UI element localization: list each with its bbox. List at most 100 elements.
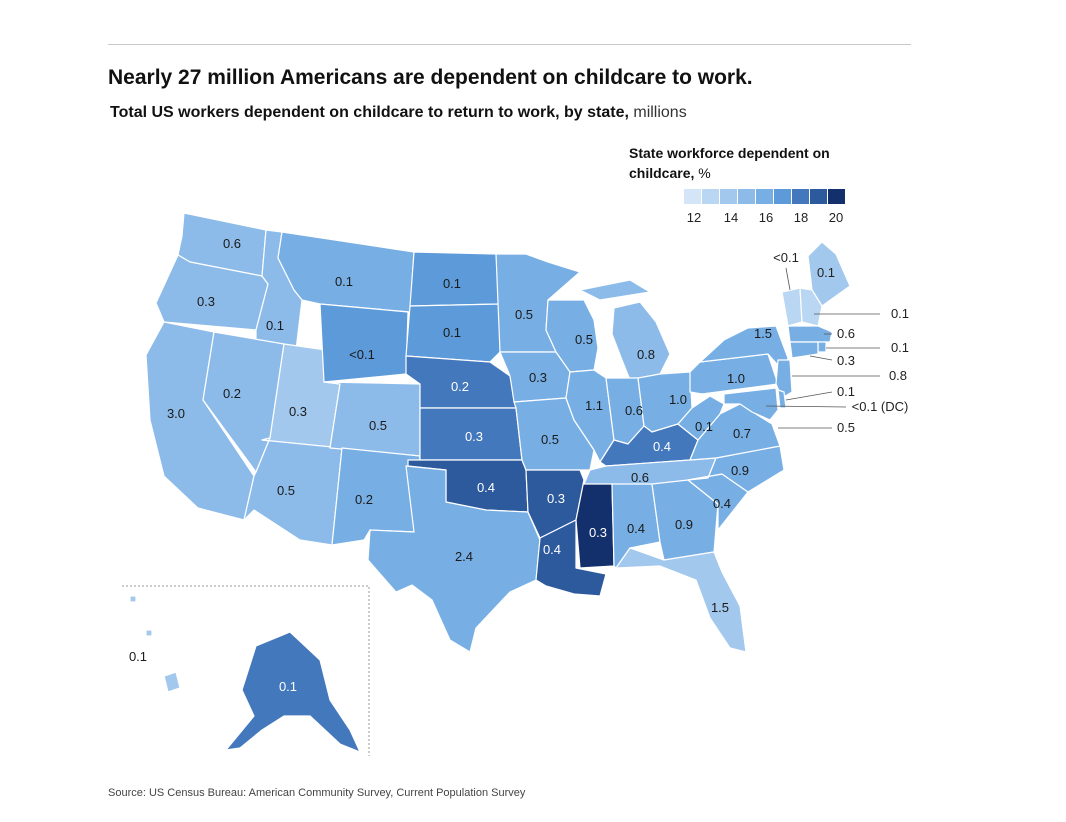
state-value-ga: 0.9: [675, 517, 693, 532]
legend-swatch: [756, 189, 773, 204]
legend-swatch: [684, 189, 701, 204]
legend-color-scale: [684, 189, 845, 204]
state-value-ms: 0.3: [589, 525, 607, 540]
state-hi[interactable]: [129, 595, 181, 693]
legend-swatch: [702, 189, 719, 204]
state-value-co: 0.5: [369, 418, 387, 433]
state-value-mi: 0.8: [637, 347, 655, 362]
state-nh[interactable]: [799, 287, 823, 327]
state-value-ny: 1.5: [754, 326, 772, 341]
state-value-mt: 0.1: [335, 274, 353, 289]
legend-title-text: State workforce dependent on childcare,: [629, 145, 830, 181]
state-value-ne: 0.2: [451, 379, 469, 394]
state-vt[interactable]: [781, 287, 803, 327]
state-value-ct: 0.3: [837, 353, 855, 368]
state-value-oh: 1.0: [669, 392, 687, 407]
legend-tick: 16: [758, 210, 774, 225]
state-ma[interactable]: [787, 325, 833, 343]
legend-swatch: [720, 189, 737, 204]
state-value-ok: 0.4: [477, 480, 495, 495]
state-value-ks: 0.3: [465, 429, 483, 444]
state-value-ca: 3.0: [167, 406, 185, 421]
state-value-dc: <0.1 (DC): [852, 399, 909, 414]
state-value-sc: 0.4: [713, 496, 731, 511]
state-value-al: 0.4: [627, 521, 645, 536]
state-value-nm: 0.2: [355, 492, 373, 507]
state-value-ky: 0.4: [653, 439, 671, 454]
state-value-sd: 0.1: [443, 325, 461, 340]
legend-swatch: [810, 189, 827, 204]
legend-swatch: [792, 189, 809, 204]
leader-line-vt: [785, 267, 791, 291]
leader-line-dc: [765, 405, 847, 408]
legend-tick: 12: [686, 210, 702, 225]
state-value-ar: 0.3: [547, 491, 565, 506]
state-value-nc: 0.9: [731, 463, 749, 478]
state-value-md: 0.5: [837, 420, 855, 435]
state-value-wa: 0.6: [223, 236, 241, 251]
state-ct[interactable]: [789, 341, 819, 359]
legend-swatch: [828, 189, 845, 204]
state-value-mn: 0.5: [515, 307, 533, 322]
legend-swatch: [738, 189, 755, 204]
state-value-hi: 0.1: [129, 649, 147, 664]
state-value-wi: 0.5: [575, 332, 593, 347]
state-nj[interactable]: [775, 359, 793, 399]
state-wy[interactable]: [319, 303, 409, 383]
state-value-ia: 0.3: [529, 370, 547, 385]
state-value-nv: 0.2: [223, 386, 241, 401]
chart-subtitle: Total US workers dependent on childcare …: [110, 104, 687, 122]
legend-title-unit: %: [698, 165, 711, 181]
state-fl[interactable]: [615, 547, 747, 653]
legend-tick: 18: [793, 210, 809, 225]
state-value-nj: 0.8: [889, 368, 907, 383]
legend-swatch: [774, 189, 791, 204]
state-value-il: 1.1: [585, 398, 603, 413]
state-value-de: 0.1: [837, 384, 855, 399]
chart-title: Nearly 27 million Americans are dependen…: [108, 66, 753, 89]
inset-frame: [122, 585, 370, 756]
state-sd[interactable]: [405, 303, 501, 363]
state-value-ak: 0.1: [279, 679, 297, 694]
state-value-ma: 0.6: [837, 326, 855, 341]
state-md[interactable]: [723, 387, 779, 421]
legend-tick: 20: [828, 210, 844, 225]
state-value-ut: 0.3: [289, 404, 307, 419]
state-value-pa: 1.0: [727, 371, 745, 386]
state-value-wy: <0.1: [349, 347, 375, 362]
state-ri[interactable]: [817, 341, 827, 353]
state-ny[interactable]: [699, 325, 789, 373]
source-note: Source: US Census Bureau: American Commu…: [108, 787, 526, 799]
state-value-mo: 0.5: [541, 432, 559, 447]
state-value-fl: 1.5: [711, 600, 729, 615]
legend-tick: 14: [723, 210, 739, 225]
legend-ticks: 12 14 16 18 20: [684, 210, 854, 228]
subtitle-main: Total US workers dependent on childcare …: [110, 104, 629, 121]
state-ak[interactable]: [225, 631, 361, 753]
top-rule: [108, 44, 911, 45]
state-value-or: 0.3: [197, 294, 215, 309]
leader-line-ct: [809, 355, 833, 361]
state-value-tx: 2.4: [455, 549, 473, 564]
state-la[interactable]: [535, 519, 607, 597]
state-value-wv: 0.1: [695, 419, 713, 434]
state-value-in: 0.6: [625, 403, 643, 418]
legend-title: State workforce dependent on childcare, …: [629, 143, 869, 183]
leader-line-de: [785, 391, 833, 401]
state-value-az: 0.5: [277, 483, 295, 498]
state-value-me: 0.1: [817, 265, 835, 280]
state-de[interactable]: [777, 389, 787, 409]
state-value-id: 0.1: [266, 318, 284, 333]
state-value-la: 0.4: [543, 542, 561, 557]
state-value-vt: <0.1: [773, 250, 799, 265]
state-ms[interactable]: [575, 479, 615, 569]
state-value-nd: 0.1: [443, 276, 461, 291]
state-value-nh: 0.1: [891, 306, 909, 321]
state-value-va: 0.7: [733, 426, 751, 441]
state-value-ri: 0.1: [891, 340, 909, 355]
state-tx[interactable]: [367, 465, 541, 653]
state-value-tn: 0.6: [631, 470, 649, 485]
subtitle-unit: millions: [633, 104, 687, 121]
state-wv[interactable]: [677, 395, 725, 441]
